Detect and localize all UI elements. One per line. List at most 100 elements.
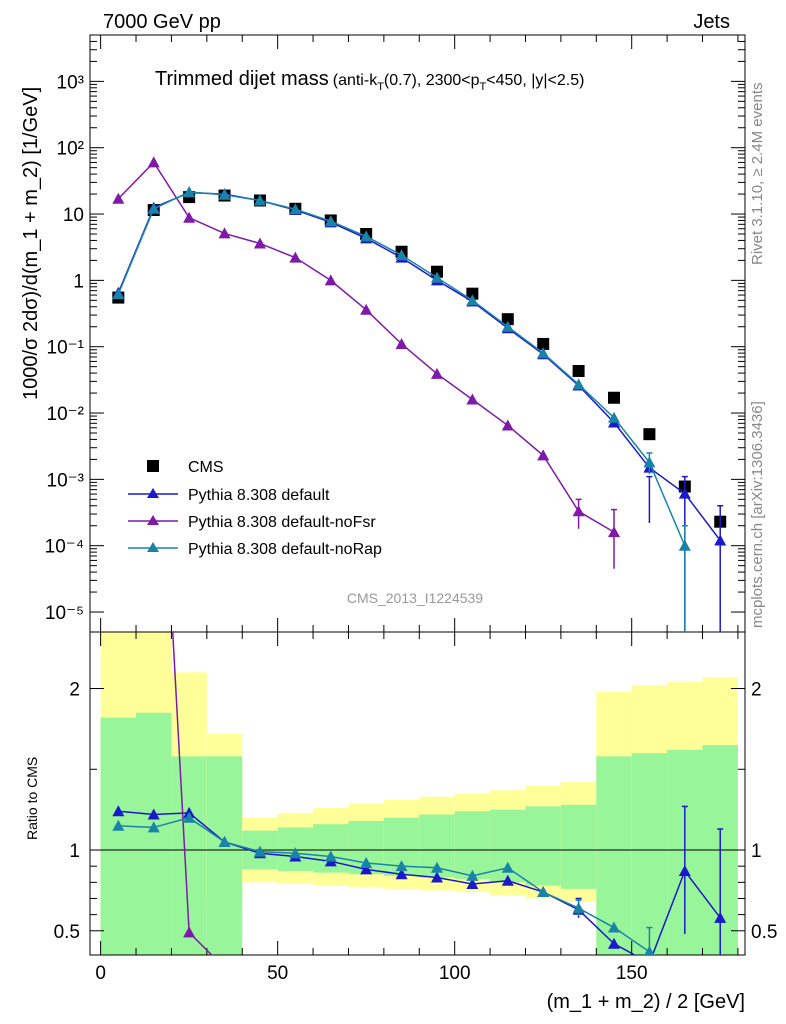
series-marker-3 — [253, 194, 266, 206]
ratio-marker-1 — [148, 279, 160, 290]
legend-label-norap: Pythia 8.308 default-noRap — [188, 541, 382, 558]
series-marker-2 — [324, 274, 337, 286]
ratio-marker-1 — [396, 999, 408, 1010]
group-label: Jets — [693, 11, 730, 33]
ratio-y-tick-label: 1 — [69, 841, 80, 862]
series-marker-3 — [112, 288, 125, 300]
band-inner — [560, 804, 597, 889]
ratio-marker-2 — [360, 856, 373, 868]
x-axis-title: (m_1 + m_2) / 2 [GeV] — [547, 991, 745, 1013]
cms-data-point — [643, 428, 656, 441]
rivet-version-label: Rivet 3.1.10, ≥ 2.4M events — [749, 83, 766, 266]
series-marker-2 — [147, 156, 160, 168]
series-marker-3 — [183, 185, 196, 197]
ratio-marker-1 — [360, 994, 372, 1005]
series-marker-2 — [218, 227, 231, 239]
series-marker-2 — [360, 303, 373, 315]
axes: 10⁻⁵ 10⁻⁴ 10⁻³ 10⁻² 10⁻¹ 1 10 10² 10³ 0 50 100 150 0.… — [45, 34, 777, 984]
legend-marker-default — [147, 488, 159, 498]
series-marker-3 — [608, 411, 620, 423]
series-marker-3 — [218, 188, 231, 200]
series-marker-3 — [537, 347, 550, 359]
ratio-marker-0 — [395, 868, 408, 880]
ratio-y-tick-label-right: 2 — [751, 680, 762, 701]
series-marker-2 — [183, 211, 196, 223]
ratio-marker-1 — [254, 970, 266, 981]
legend-label-default: Pythia 8.308 default — [188, 487, 330, 504]
y-tick-label: 10² — [57, 139, 84, 160]
legend-label-cms: CMS — [188, 459, 224, 476]
energy-label: 7000 GeV pp — [103, 11, 221, 33]
ratio-marker-1 — [183, 926, 196, 938]
ratio-y-tick-label: 2 — [69, 680, 80, 701]
ratio-marker-2 — [289, 847, 302, 859]
series-marker-2 — [501, 419, 514, 431]
legend-label-nofsr: Pythia 8.308 default-noFsr — [188, 514, 376, 531]
ratio-marker-2 — [183, 811, 196, 823]
cms-data-point — [537, 337, 550, 350]
y-tick-label: 10⁻¹ — [47, 338, 85, 359]
x-tick-label: 50 — [267, 963, 288, 984]
ratio-marker-1 — [502, 1001, 514, 1012]
band-inner — [100, 717, 137, 955]
series-marker-2 — [253, 237, 266, 249]
ratio-marker-0 — [466, 877, 479, 889]
cms-data-point — [608, 391, 620, 404]
band-inner — [631, 753, 668, 955]
y-axis-title-ratio: Ratio to CMS — [24, 757, 40, 840]
series-marker-3 — [360, 230, 373, 242]
ratio-marker-0 — [147, 808, 160, 820]
ratio-marker-1 — [325, 985, 337, 996]
legend-marker-norap — [147, 542, 159, 552]
series-marker-3 — [466, 294, 479, 306]
series-marker-2 — [395, 337, 408, 349]
ratio-marker-1 — [289, 976, 301, 987]
ratio-marker-2 — [466, 869, 479, 881]
series-marker-2 — [466, 393, 479, 405]
cms-data-point — [466, 287, 479, 300]
ratio-marker-0 — [112, 805, 125, 817]
series-marker-2 — [289, 251, 302, 263]
legend: CMS Pythia 8.308 default Pythia 8.308 de… — [128, 459, 382, 558]
ratio-marker-0 — [501, 874, 514, 886]
y-tick-label: 10⁻⁴ — [45, 537, 84, 558]
y-tick-label: 10 — [63, 205, 84, 226]
analysis-id-label: CMS_2013_I1224539 — [347, 590, 483, 606]
series-marker-3 — [501, 320, 514, 332]
ratio-marker-1 — [431, 1001, 443, 1012]
ratio-marker-2 — [147, 821, 160, 833]
y-axis-title-main: 1000/σ 2dσ)/d(m_1 + m_2) [1/GeV] — [20, 87, 42, 400]
ratio-marker-2 — [324, 850, 337, 862]
series-marker-3 — [395, 249, 408, 261]
band-inner — [525, 806, 561, 886]
cms-data-point — [501, 313, 514, 326]
band-inner — [206, 756, 243, 955]
mcplots-reference-label: mcplots.cern.ch [arXiv:1306.3436] — [749, 401, 766, 628]
ratio-marker-2 — [112, 819, 125, 831]
ratio-y-tick-label-right: 0.5 — [751, 922, 777, 943]
legend-marker-nofsr — [147, 515, 159, 525]
ratio-marker-2 — [537, 886, 550, 898]
y-tick-label: 10⁻² — [47, 404, 85, 425]
series-marker-3 — [147, 202, 160, 214]
series-marker-3 — [572, 378, 585, 390]
ratio-marker-1 — [466, 1001, 478, 1012]
series-marker-3 — [430, 271, 443, 283]
ratio-marker-2 — [430, 861, 443, 873]
ratio-marker-2 — [501, 861, 514, 873]
y-tick-label: 10⁻⁵ — [45, 603, 84, 624]
ratio-marker-1 — [219, 962, 231, 973]
series-marker-2 — [430, 367, 443, 379]
x-tick-label: 0 — [95, 963, 106, 984]
ratio-uncertainty-bands — [100, 632, 738, 955]
ratio-y-tick-label: 0.5 — [54, 922, 80, 943]
cms-data-point — [572, 365, 585, 378]
series-marker-3 — [289, 203, 302, 215]
ratio-plot-series — [90, 279, 745, 1012]
ratio-marker-2 — [253, 845, 266, 857]
x-tick-label: 150 — [616, 963, 648, 984]
ratio-marker-0 — [430, 871, 443, 883]
series-marker-2 — [112, 192, 125, 204]
y-tick-label: 10⁻³ — [47, 470, 85, 491]
